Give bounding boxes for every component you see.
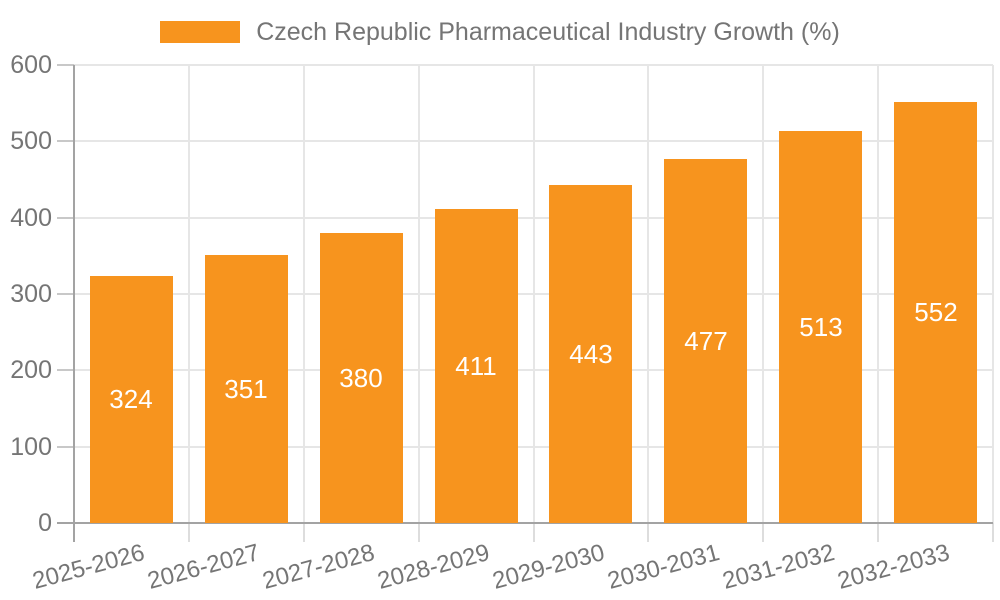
x-axis-tick — [303, 523, 305, 542]
y-axis-tick — [57, 369, 74, 371]
bar-value-label: 324 — [109, 384, 153, 414]
x-tick-label: 2027-2028 — [259, 539, 378, 595]
bar-value-label: 411 — [455, 351, 497, 381]
bar — [435, 209, 518, 523]
y-axis-tick — [57, 293, 74, 295]
bar-value-label: 380 — [339, 363, 383, 393]
x-axis-line — [57, 522, 993, 524]
x-gridline — [418, 65, 420, 523]
y-axis-tick — [57, 140, 74, 142]
x-gridline — [303, 65, 305, 523]
y-tick-label: 200 — [10, 356, 52, 384]
y-tick-label: 400 — [10, 204, 52, 232]
x-axis-tick — [877, 523, 879, 542]
x-tick-label: 2028-2029 — [374, 539, 493, 595]
x-tick-label: 2026-2027 — [144, 539, 263, 595]
bar-value-label: 351 — [224, 374, 268, 404]
x-axis-tick — [647, 523, 649, 542]
y-tick-label: 600 — [10, 51, 52, 79]
bar-value-label: 477 — [684, 326, 728, 356]
x-gridline — [647, 65, 649, 523]
bar-value-label: 513 — [799, 312, 843, 342]
bar-value-label: 552 — [914, 297, 958, 327]
y-axis-tick — [57, 64, 74, 66]
bar — [894, 102, 977, 523]
x-gridline — [762, 65, 764, 523]
y-axis-tick — [57, 446, 74, 448]
bar-value-label: 443 — [569, 339, 613, 369]
y-tick-label: 300 — [10, 280, 52, 308]
x-tick-label: 2030-2031 — [604, 539, 723, 595]
legend-swatch — [160, 21, 241, 43]
y-tick-label: 100 — [10, 433, 52, 461]
x-tick-label: 2029-2030 — [489, 539, 608, 595]
y-tick-label: 0 — [38, 509, 52, 537]
y-axis-line — [73, 65, 75, 542]
x-axis-tick — [533, 523, 535, 542]
y-tick-label: 500 — [10, 127, 52, 155]
x-gridline — [877, 65, 879, 523]
x-tick-label: 2032-2033 — [834, 539, 953, 595]
legend-label: Czech Republic Pharmaceutical Industry G… — [256, 18, 840, 46]
legend-item[interactable]: Czech Republic Pharmaceutical Industry G… — [0, 18, 1000, 46]
x-axis-tick — [992, 523, 994, 542]
bar — [549, 185, 632, 523]
x-tick-label: 2031-2032 — [719, 539, 838, 595]
y-axis-tick — [57, 217, 74, 219]
bar — [779, 131, 862, 523]
bar — [90, 276, 173, 523]
x-gridline — [188, 65, 190, 523]
x-axis-tick — [188, 523, 190, 542]
bar — [320, 233, 403, 523]
x-gridline — [992, 65, 994, 523]
x-tick-label: 2025-2026 — [29, 539, 148, 595]
x-axis-tick — [762, 523, 764, 542]
bar — [205, 255, 288, 523]
x-gridline — [533, 65, 535, 523]
bar — [664, 159, 747, 523]
x-axis-tick — [418, 523, 420, 542]
